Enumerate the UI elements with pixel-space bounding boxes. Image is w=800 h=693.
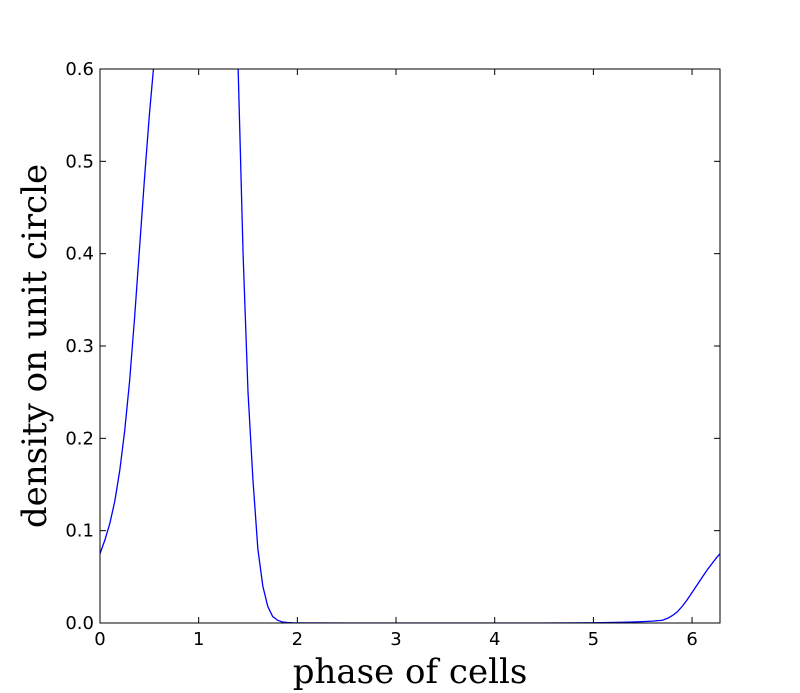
x-axis-label: phase of cells xyxy=(293,652,528,692)
axis-ticks: 0 1 2 3 4 5 6 0.0 0.1 0.2 0.3 0.4 0.5 0.6 xyxy=(65,59,720,650)
y-tick-label: 0.3 xyxy=(65,336,94,357)
x-tick-label: 1 xyxy=(193,629,204,650)
y-tick-label: 0.1 xyxy=(65,521,94,542)
x-tick-label: 4 xyxy=(489,629,500,650)
y-axis-label: density on unit circle xyxy=(15,164,55,528)
plot-frame xyxy=(99,68,721,624)
plot-area xyxy=(100,69,720,623)
x-tick-label: 5 xyxy=(588,629,599,650)
x-tick-label: 2 xyxy=(292,629,303,650)
series-line-0 xyxy=(100,69,720,623)
x-tick-label: 6 xyxy=(686,629,697,650)
x-tick-label: 0 xyxy=(94,629,105,650)
x-tick-label: 3 xyxy=(390,629,401,650)
y-tick-label: 0.5 xyxy=(65,151,94,172)
y-tick-label: 0.6 xyxy=(65,59,94,80)
y-tick-label: 0.0 xyxy=(65,613,94,634)
y-tick-label: 0.2 xyxy=(65,428,94,449)
y-tick-label: 0.4 xyxy=(65,244,94,265)
